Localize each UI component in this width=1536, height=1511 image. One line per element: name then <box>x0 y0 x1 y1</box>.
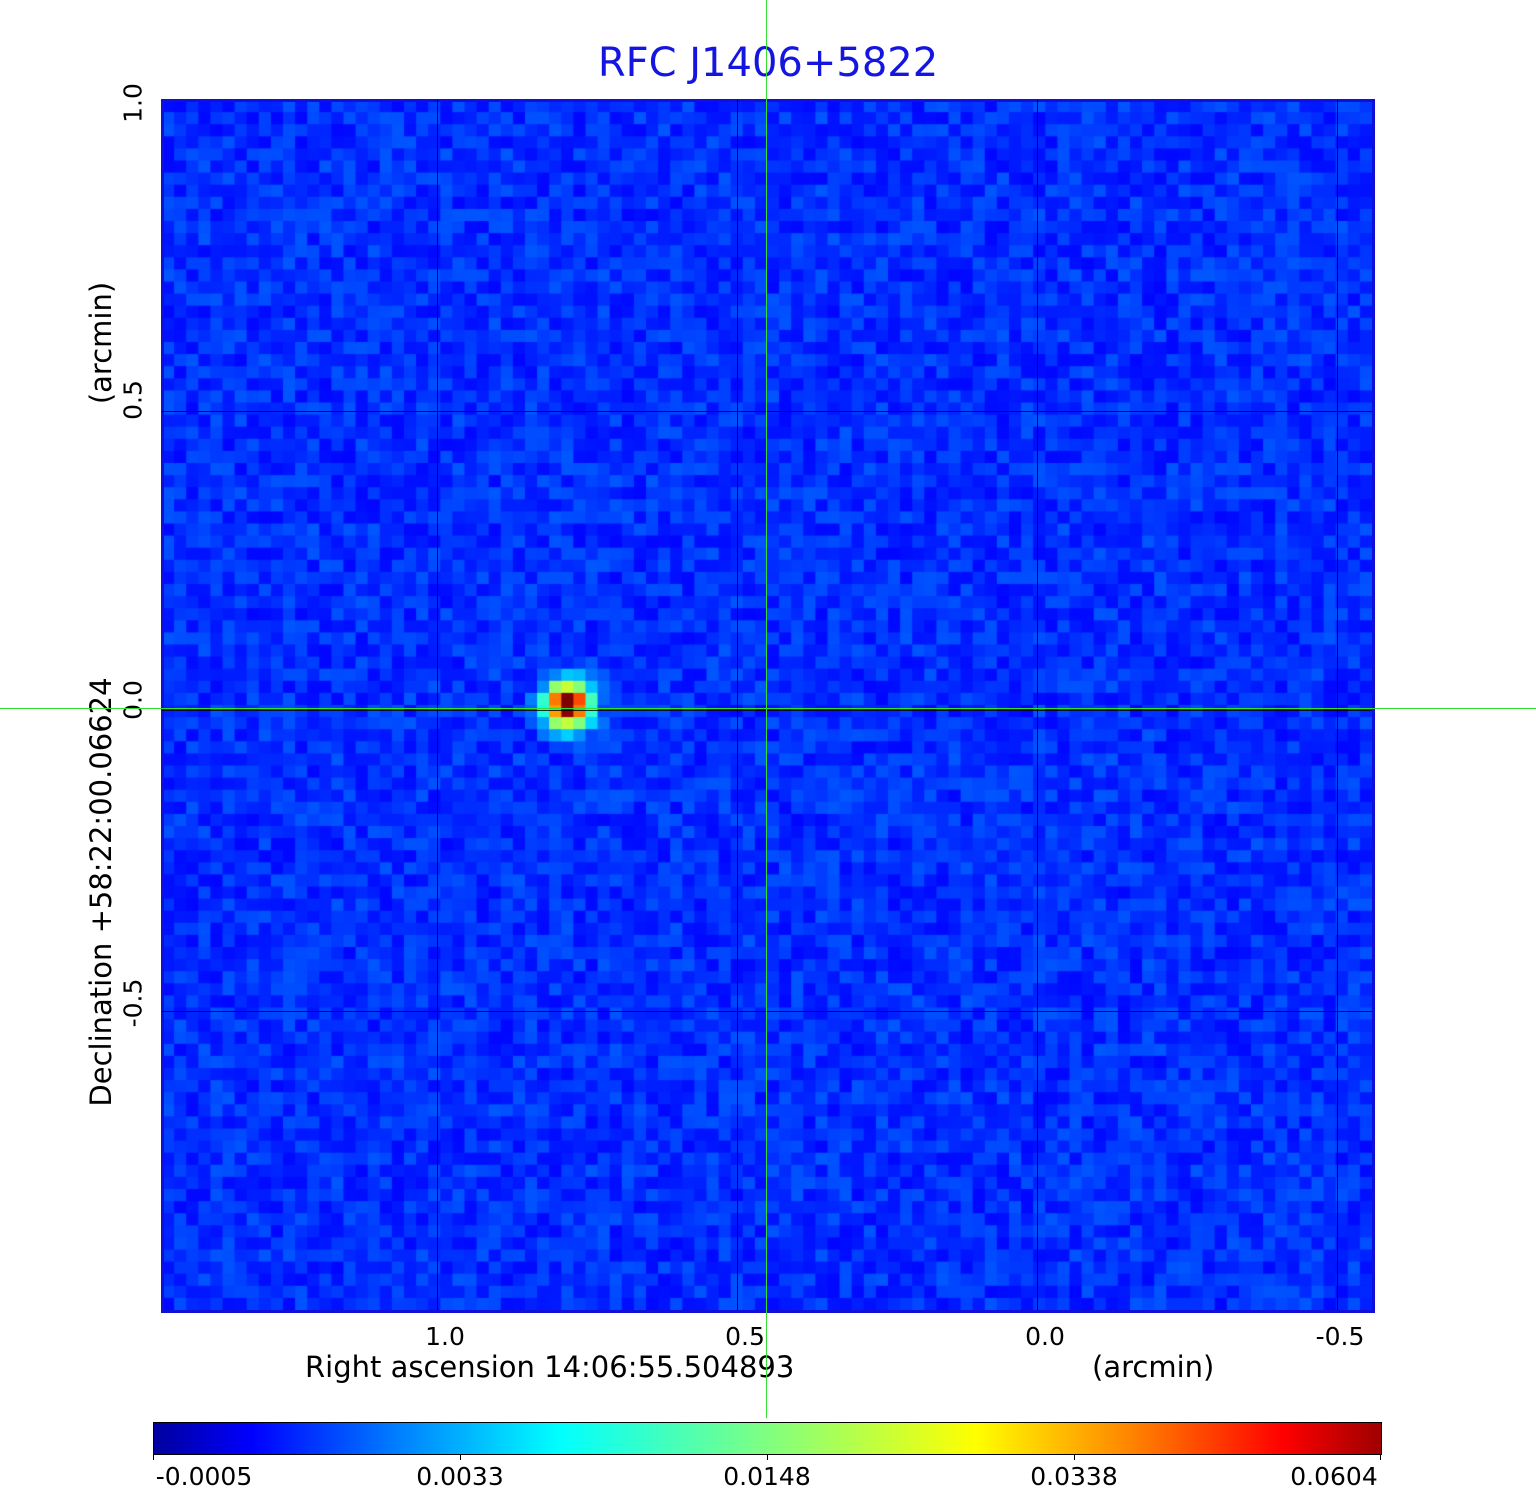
crosshair-vertical <box>766 0 767 1418</box>
y-tick-label: 0.0 <box>118 680 148 720</box>
colorbar-label: -0.0005 <box>155 1462 253 1491</box>
grid-line-y <box>162 1011 1372 1012</box>
grid-line-y <box>162 710 1372 711</box>
crosshair-horizontal <box>0 708 1536 709</box>
x-axis-label: Right ascension 14:06:55.504893 <box>305 1350 795 1384</box>
grid-line-y <box>162 411 1372 412</box>
x-tick-label: -0.5 <box>1315 1322 1365 1351</box>
x-tick-label: 1.0 <box>425 1322 465 1351</box>
x-tick-label: 0.0 <box>1025 1322 1065 1351</box>
plot-frame <box>161 99 1375 1313</box>
grid-line-x <box>737 100 738 1310</box>
colorbar-label: 0.0148 <box>723 1462 811 1491</box>
colorbar-label: 0.0604 <box>1290 1462 1378 1491</box>
y-tick-label: -0.5 <box>118 978 148 1028</box>
y-axis-label: Declination +58:22:00.06624 <box>84 677 118 1107</box>
colorbar <box>153 1422 1382 1455</box>
colorbar-tick <box>1074 1454 1075 1460</box>
colorbar-label: 0.0338 <box>1030 1462 1118 1491</box>
grid-line-x <box>1337 100 1338 1310</box>
colorbar-tick <box>153 1454 154 1460</box>
colorbar-tick <box>460 1454 461 1460</box>
colorbar-tick <box>1380 1454 1381 1460</box>
chart-title: RFC J1406+5822 <box>597 40 939 86</box>
y-axis-unit: (arcmin) <box>84 281 118 405</box>
image-heatmap[interactable] <box>162 100 1372 1310</box>
x-tick-label: 0.5 <box>725 1322 765 1351</box>
colorbar-tick <box>767 1454 768 1460</box>
colorbar-label: 0.0033 <box>416 1462 504 1491</box>
grid-line-x <box>437 100 438 1310</box>
grid-line-x <box>1037 100 1038 1310</box>
y-tick-label: 1.0 <box>118 83 148 123</box>
y-tick-label: 0.5 <box>118 380 148 420</box>
x-axis-unit: (arcmin) <box>1092 1350 1215 1384</box>
